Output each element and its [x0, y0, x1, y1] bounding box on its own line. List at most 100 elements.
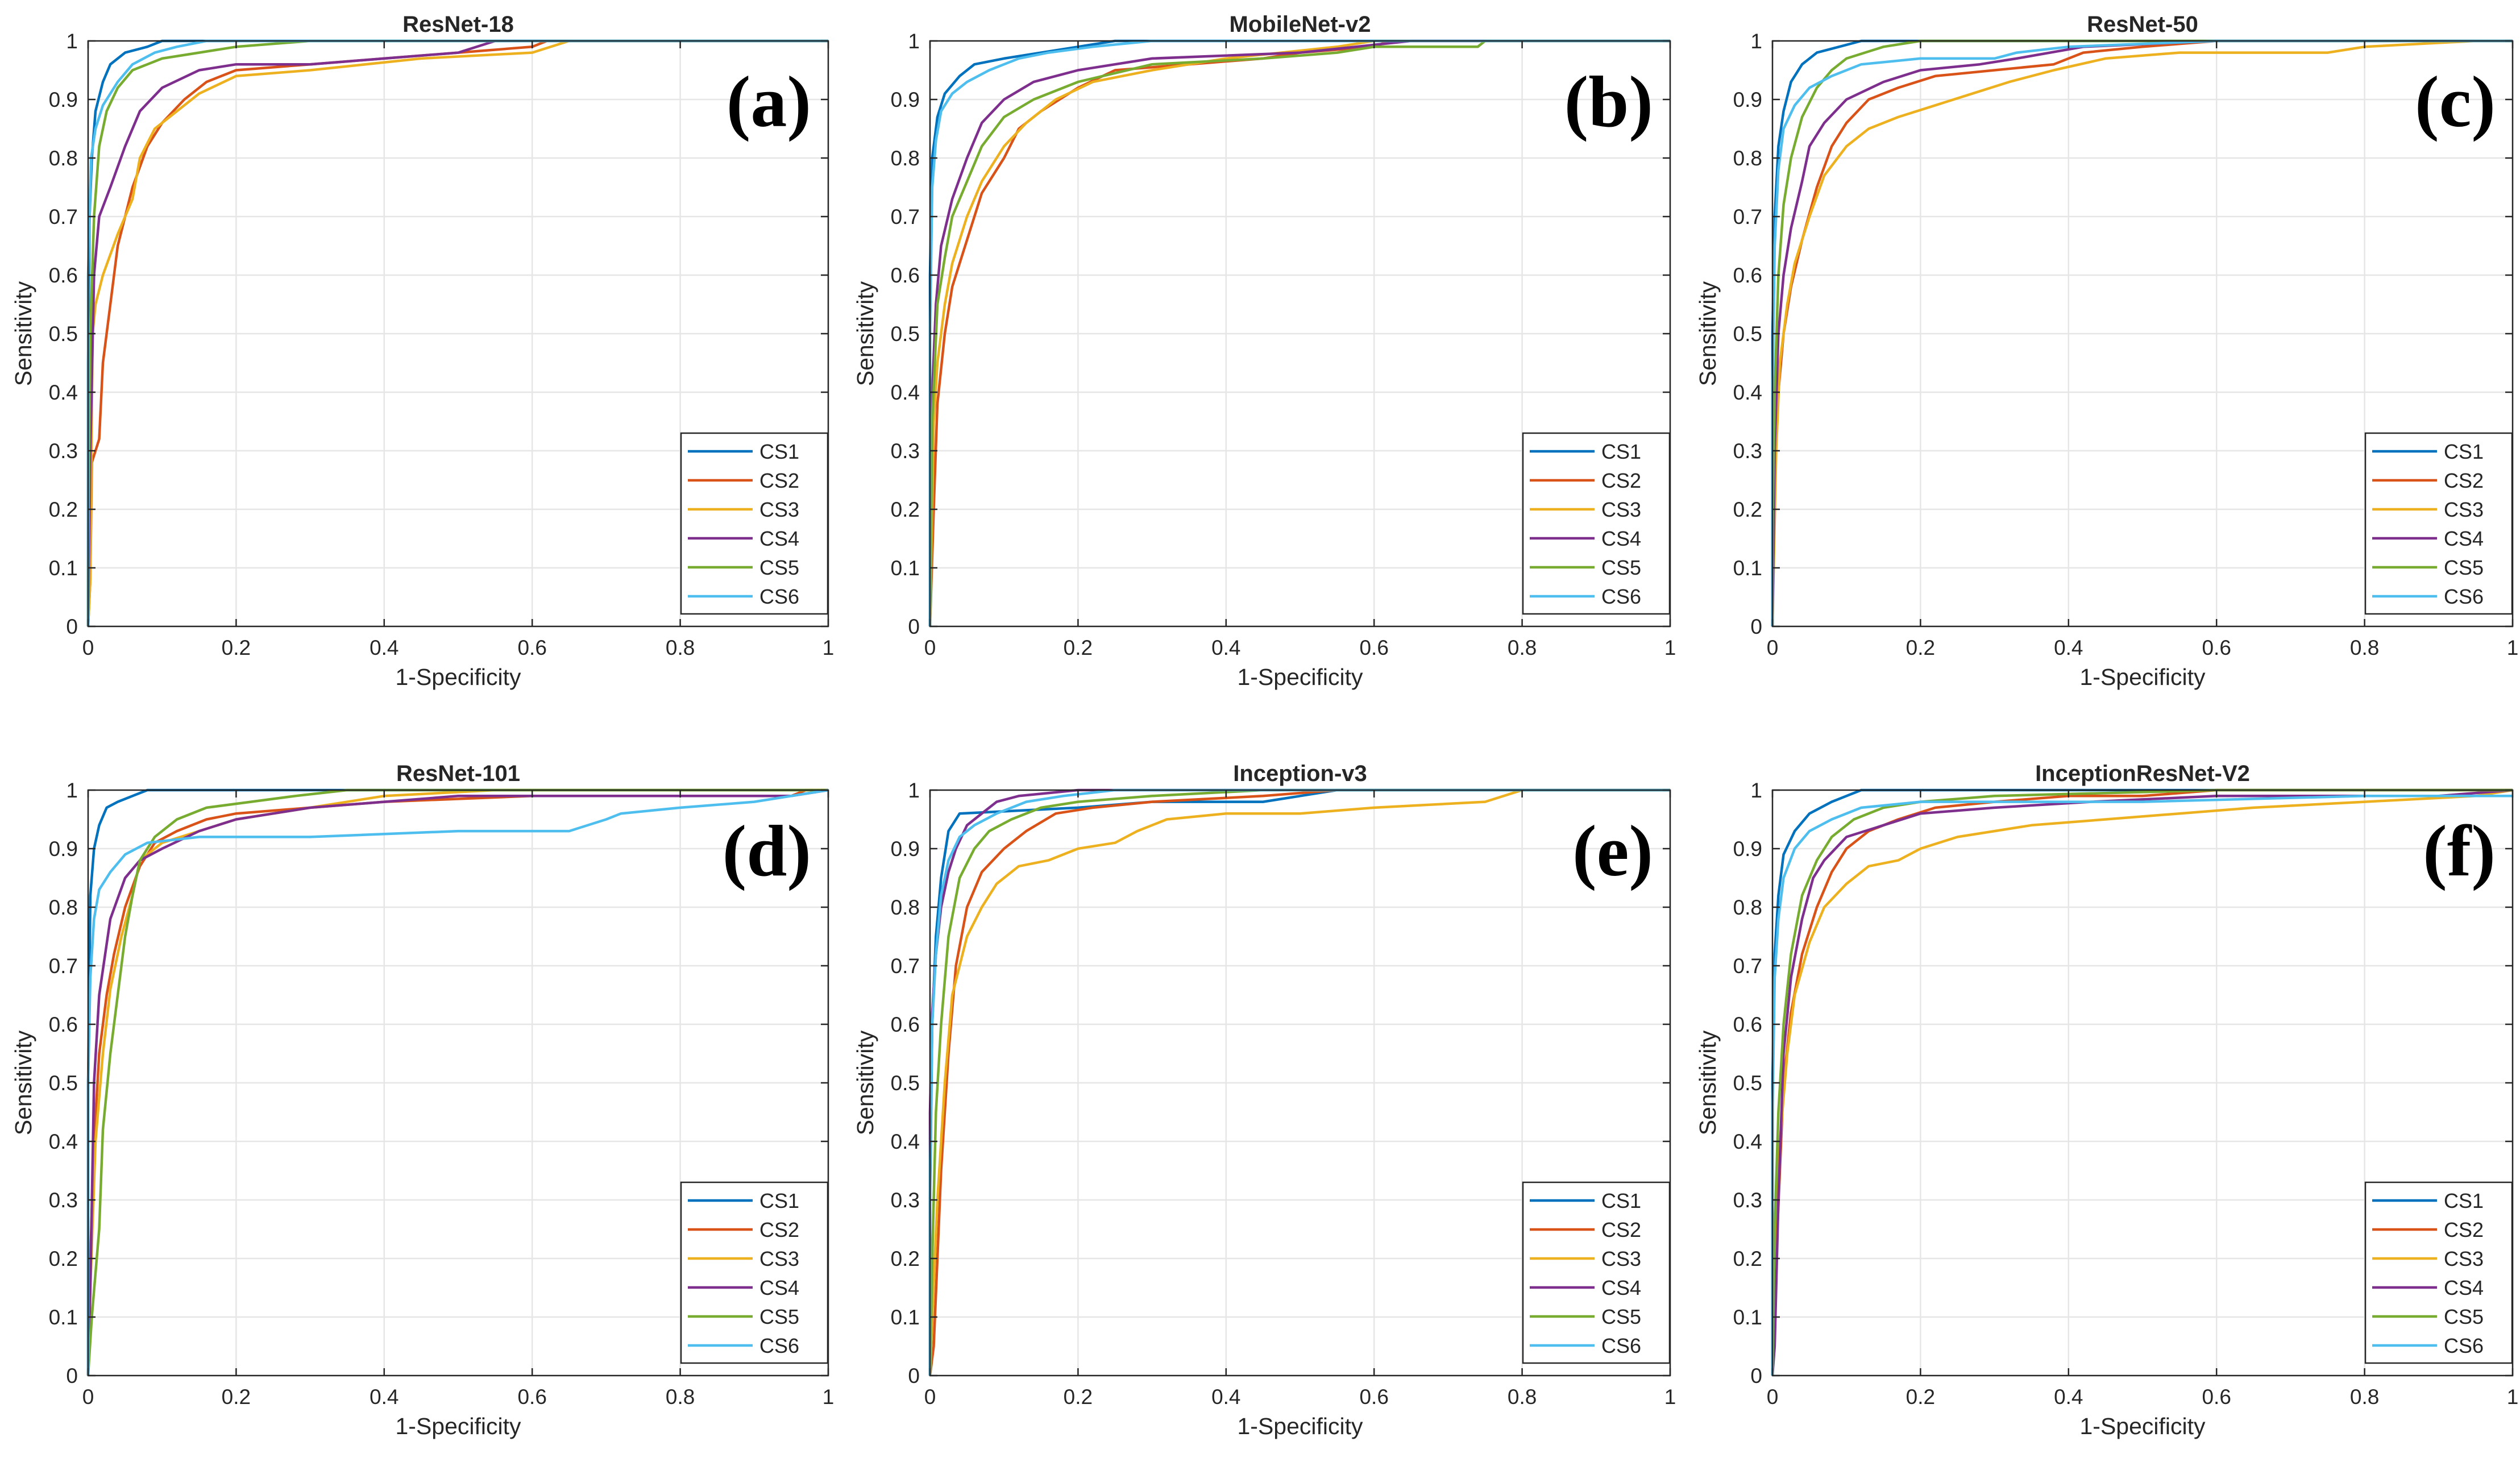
roc-curve-cs6	[1771, 795, 2513, 1376]
x-axis-label: 1-Specificity	[395, 664, 521, 690]
legend-label: CS5	[2444, 556, 2484, 579]
x-tick-label: 0.4	[2054, 1385, 2083, 1409]
roc-curve-cs4	[1771, 39, 2513, 627]
x-tick-label: 1	[1664, 636, 1676, 659]
legend-label: CS4	[2444, 527, 2484, 550]
panel-title: MobileNet-v2	[1230, 12, 1371, 37]
x-tick-label: 0.2	[222, 1385, 251, 1409]
legend: CS1 CS2 CS3 CS4 CS5 CS6	[2364, 432, 2513, 615]
y-tick-label: 0.2	[891, 498, 920, 521]
legend-label: CS1	[2444, 1189, 2484, 1212]
x-axis-label: 1-Specificity	[1237, 1413, 1363, 1439]
roc-curve-cs3	[86, 39, 828, 627]
legend-label: CS4	[2444, 1276, 2484, 1299]
legend: CS1 CS2 CS3 CS4 CS5 CS6	[2364, 1181, 2513, 1364]
legend: CS1 CS2 CS3 CS4 CS5 CS6	[680, 432, 829, 615]
legend-label: CS5	[2444, 1305, 2484, 1328]
y-tick-label: 0.7	[1733, 954, 1762, 978]
y-tick-label: 0.2	[49, 1247, 78, 1270]
y-tick-label: 0.6	[1733, 1013, 1762, 1036]
y-tick-label: 0.8	[49, 896, 78, 919]
y-tick-label: 0.1	[891, 1306, 920, 1329]
legend-label: CS1	[1601, 1189, 1641, 1212]
x-tick-label: 0.4	[1211, 636, 1240, 659]
y-tick-label: 0.5	[1733, 322, 1762, 346]
roc-panel: 0 0.2 0.4 0.6 0.8 1 0 0.1 0.2 0.3 0.4 0.5 0.6 0.7 0.8 0…	[10, 761, 834, 1439]
x-tick-label: 0.2	[222, 636, 251, 659]
x-tick-label: 0.6	[517, 636, 546, 659]
roc-panel: 0 0.2 0.4 0.6 0.8 1 0 0.1 0.2 0.3 0.4 0.5 0.6 0.7 0.8 0…	[1695, 12, 2518, 690]
y-tick-label: 0.8	[891, 147, 920, 170]
y-tick-label: 0	[66, 615, 78, 638]
x-tick-label: 0.6	[1359, 1385, 1388, 1409]
roc-panel: 0 0.2 0.4 0.6 0.8 1 0 0.1 0.2 0.3 0.4 0.5 0.6 0.7 0.8 0…	[852, 761, 1676, 1439]
panel-title: InceptionResNet-V2	[2035, 761, 2250, 786]
roc-curve-cs4	[86, 39, 828, 627]
y-tick-label: 0.6	[891, 1013, 920, 1036]
y-axis-label: Sensitivity	[10, 1030, 36, 1135]
x-tick-label: 1	[823, 636, 835, 659]
y-tick-label: 0.6	[1733, 264, 1762, 287]
y-tick-label: 0.1	[1733, 1306, 1762, 1329]
x-tick-label: 0.6	[1359, 636, 1388, 659]
roc-curve-cs2	[928, 788, 1670, 1376]
y-tick-label: 0.1	[891, 556, 920, 580]
y-tick-label: 0.4	[49, 381, 78, 404]
roc-curve-cs4	[1771, 788, 2513, 1376]
y-tick-label: 0.7	[1733, 205, 1762, 229]
y-tick-label: 0.3	[49, 1189, 78, 1212]
legend-label: CS3	[1601, 1247, 1641, 1270]
roc-curve-cs3	[1771, 39, 2513, 627]
y-tick-label: 0.7	[891, 954, 920, 978]
y-tick-label: 0.8	[1733, 896, 1762, 919]
legend-label: CS2	[1601, 1218, 1641, 1241]
y-tick-label: 0.1	[1733, 556, 1762, 580]
y-tick-label: 0.5	[891, 322, 920, 346]
legend-label: CS1	[2444, 440, 2484, 463]
y-tick-label: 0.3	[891, 1189, 920, 1212]
y-tick-label: 0.3	[49, 439, 78, 463]
panel-label: (f)	[2423, 811, 2496, 891]
legend-label: CS5	[759, 556, 799, 579]
x-tick-label: 0.4	[1211, 1385, 1240, 1409]
panel-title: ResNet-101	[396, 761, 520, 786]
y-tick-label: 0	[66, 1364, 78, 1388]
x-tick-label: 0.8	[1508, 1385, 1537, 1409]
panel-label: (a)	[726, 61, 811, 142]
x-axis-label: 1-Specificity	[2079, 664, 2206, 690]
panel-label: (d)	[723, 811, 811, 891]
y-tick-label: 0	[1750, 1364, 1762, 1388]
legend-label: CS6	[2444, 1334, 2484, 1357]
roc-curve-cs3	[1771, 788, 2513, 1376]
y-tick-label: 0.4	[891, 1130, 920, 1153]
y-tick-label: 0	[908, 615, 920, 638]
roc-curve-cs6	[1771, 39, 2513, 626]
y-tick-label: 1	[66, 30, 78, 53]
y-tick-label: 0.3	[891, 439, 920, 463]
legend-label: CS4	[759, 1276, 799, 1299]
legend-label: CS2	[2444, 1218, 2484, 1241]
x-tick-label: 0.2	[1064, 636, 1093, 659]
legend-label: CS3	[2444, 1247, 2484, 1270]
x-tick-label: 0.4	[370, 1385, 398, 1409]
y-tick-label: 0.2	[891, 1247, 920, 1270]
legend-label: CS1	[1601, 440, 1641, 463]
panel-label: (c)	[2415, 61, 2496, 142]
x-tick-label: 0.4	[370, 636, 398, 659]
roc-curve-cs4	[928, 39, 1670, 627]
x-tick-label: 1	[2507, 636, 2519, 659]
legend-label: CS6	[759, 585, 799, 608]
legend-box	[1522, 1181, 1671, 1364]
x-tick-label: 0.8	[666, 636, 695, 659]
x-tick-label: 1	[1664, 1385, 1676, 1409]
legend-box	[2364, 1181, 2513, 1364]
y-tick-label: 0.3	[1733, 1189, 1762, 1212]
panel-label: (b)	[1564, 61, 1653, 142]
x-tick-label: 0.2	[1906, 636, 1935, 659]
y-tick-label: 0.5	[49, 322, 78, 346]
panel-title: Inception-v3	[1233, 761, 1367, 786]
legend-box	[2364, 432, 2513, 615]
y-tick-label: 0.2	[1733, 1247, 1762, 1270]
y-tick-label: 0.7	[891, 205, 920, 229]
